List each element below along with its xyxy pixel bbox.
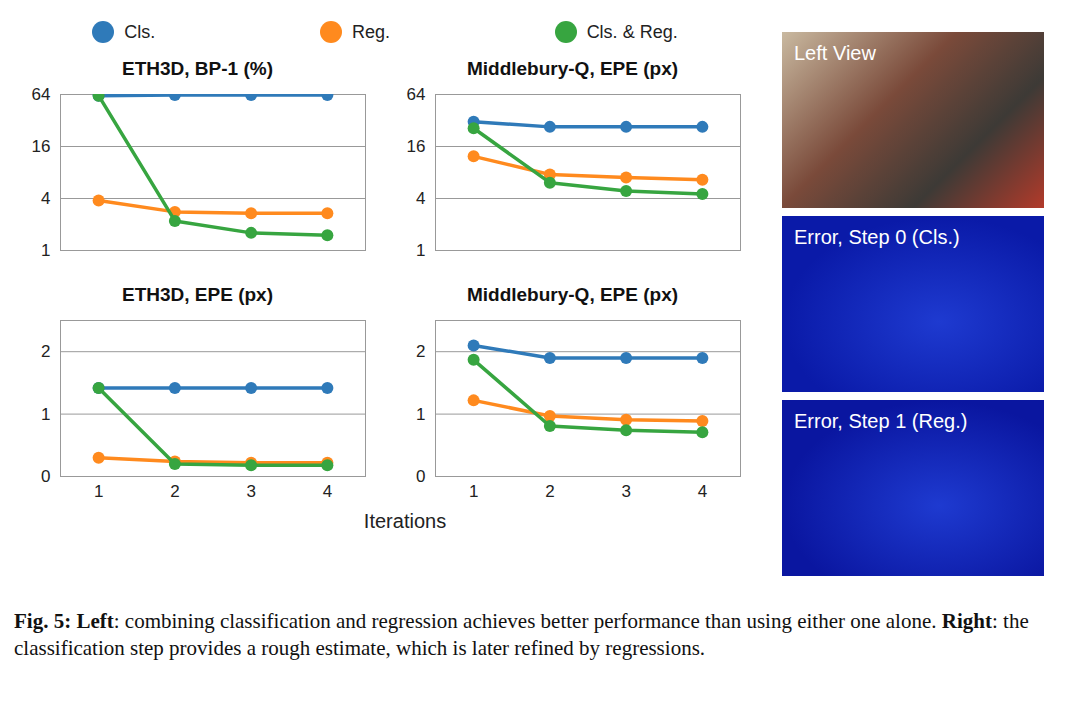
svg-text:3: 3: [246, 482, 255, 501]
html-text:Error, Step 1 (Reg.): Error, Step 1 (Reg.): [794, 410, 968, 432]
html-text:Error, Step 0 (Cls.): Error, Step 0 (Cls.): [794, 226, 960, 248]
svg-text:1: 1: [41, 405, 50, 424]
html-text:Cls.: Cls.: [124, 21, 156, 42]
svg-text:0: 0: [416, 467, 425, 486]
svg-text:1: 1: [41, 241, 50, 260]
svg-text:2: 2: [170, 482, 179, 501]
svg-text:4: 4: [416, 189, 425, 208]
svg-text:2: 2: [41, 342, 50, 361]
html-text:Middlebury-Q, EPE (px): Middlebury-Q, EPE (px): [466, 284, 679, 305]
html-text:ETH3D, EPE (px): ETH3D, EPE (px): [122, 284, 273, 305]
svg-text:16: 16: [407, 137, 426, 156]
svg-text:2: 2: [416, 342, 425, 361]
svg-text:1: 1: [469, 482, 478, 501]
svg-text:64: 64: [32, 85, 51, 104]
html-text:ETH3D, BP-1 (%): ETH3D, BP-1 (%): [122, 58, 273, 79]
svg-text:3: 3: [621, 482, 630, 501]
svg-text:1: 1: [94, 482, 103, 501]
svg-text:4: 4: [323, 482, 332, 501]
svg-text:4: 4: [41, 189, 50, 208]
svg-text:4: 4: [698, 482, 707, 501]
html-text:Cls. & Reg.: Cls. & Reg.: [586, 21, 678, 42]
svg-text:16: 16: [32, 137, 51, 156]
html-text:Reg.: Reg.: [352, 21, 390, 42]
html-text:Iterations: Iterations: [363, 510, 447, 532]
svg-text:2: 2: [545, 482, 554, 501]
svg-text:1: 1: [416, 405, 425, 424]
svg-text:0: 0: [41, 467, 50, 486]
svg-text:64: 64: [407, 85, 426, 104]
html-text:Middlebury-Q, EPE (px): Middlebury-Q, EPE (px): [466, 58, 679, 79]
svg-text:1: 1: [416, 241, 425, 260]
html-text:Fig. 5: Left: combining classi: Fig. 5: Left: combining classification a…: [14, 609, 1034, 661]
html-text:Left View: Left View: [794, 42, 876, 64]
